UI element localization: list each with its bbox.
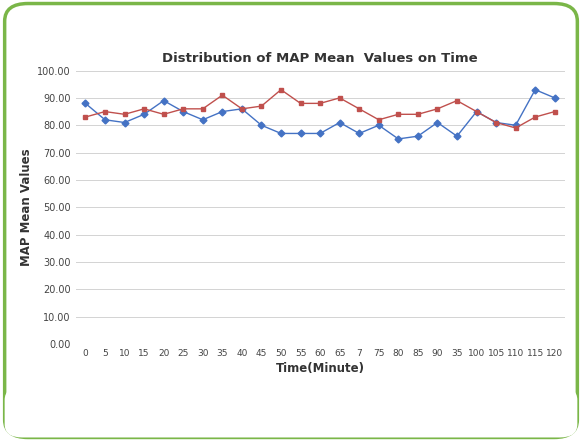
Routine Care group (219, 109, 226, 114)
Routine Care group (414, 134, 421, 139)
Routine Care group (434, 120, 441, 125)
BIS group (219, 93, 226, 98)
Routine Care group (336, 120, 343, 125)
BIS group (239, 106, 246, 112)
Routine Care group (317, 131, 324, 136)
BIS group (160, 112, 167, 117)
Text: Distribution of MAP mean values on time.: Distribution of MAP mean values on time. (114, 407, 402, 422)
X-axis label: Time(Minute): Time(Minute) (276, 362, 364, 375)
Title: Distribution of MAP Mean  Values on Time: Distribution of MAP Mean Values on Time (162, 52, 478, 65)
Legend: Routine Care group, BIS group: Routine Care group, BIS group (206, 409, 434, 428)
Routine Care group (532, 87, 539, 92)
Routine Care group (141, 112, 148, 117)
BIS group (278, 87, 285, 92)
Routine Care group (297, 131, 304, 136)
BIS group (121, 112, 128, 117)
Routine Care group (258, 123, 265, 128)
Routine Care group (453, 134, 460, 139)
BIS group (395, 112, 402, 117)
BIS group (356, 106, 363, 112)
Routine Care group (492, 120, 499, 125)
Routine Care group (180, 109, 187, 114)
BIS group (141, 106, 148, 112)
FancyBboxPatch shape (5, 4, 577, 437)
BIS group (434, 106, 441, 112)
BIS group (82, 114, 89, 120)
FancyBboxPatch shape (17, 394, 99, 436)
BIS group (512, 125, 519, 131)
BIS group (551, 109, 558, 114)
Routine Care group (395, 136, 402, 142)
BIS group (453, 98, 460, 103)
Routine Care group (160, 98, 167, 103)
Routine Care group (512, 123, 519, 128)
Routine Care group (101, 117, 108, 123)
Line: BIS group: BIS group (83, 87, 557, 131)
Y-axis label: MAP Mean Values: MAP Mean Values (20, 149, 33, 266)
BIS group (199, 106, 206, 112)
BIS group (258, 104, 265, 109)
BIS group (492, 120, 499, 125)
Text: Figure 6: Figure 6 (29, 408, 87, 421)
Routine Care group (239, 106, 246, 112)
BIS group (375, 117, 382, 123)
Routine Care group (473, 109, 480, 114)
BIS group (317, 101, 324, 106)
BIS group (473, 109, 480, 114)
Routine Care group (278, 131, 285, 136)
Routine Care group (121, 120, 128, 125)
BIS group (297, 101, 304, 106)
Line: Routine Care group: Routine Care group (83, 87, 557, 142)
BIS group (532, 114, 539, 120)
BIS group (336, 95, 343, 101)
Routine Care group (356, 131, 363, 136)
Routine Care group (551, 95, 558, 101)
BIS group (180, 106, 187, 112)
Routine Care group (375, 123, 382, 128)
BIS group (414, 112, 421, 117)
BIS group (101, 109, 108, 114)
Routine Care group (82, 101, 89, 106)
Routine Care group (199, 117, 206, 123)
